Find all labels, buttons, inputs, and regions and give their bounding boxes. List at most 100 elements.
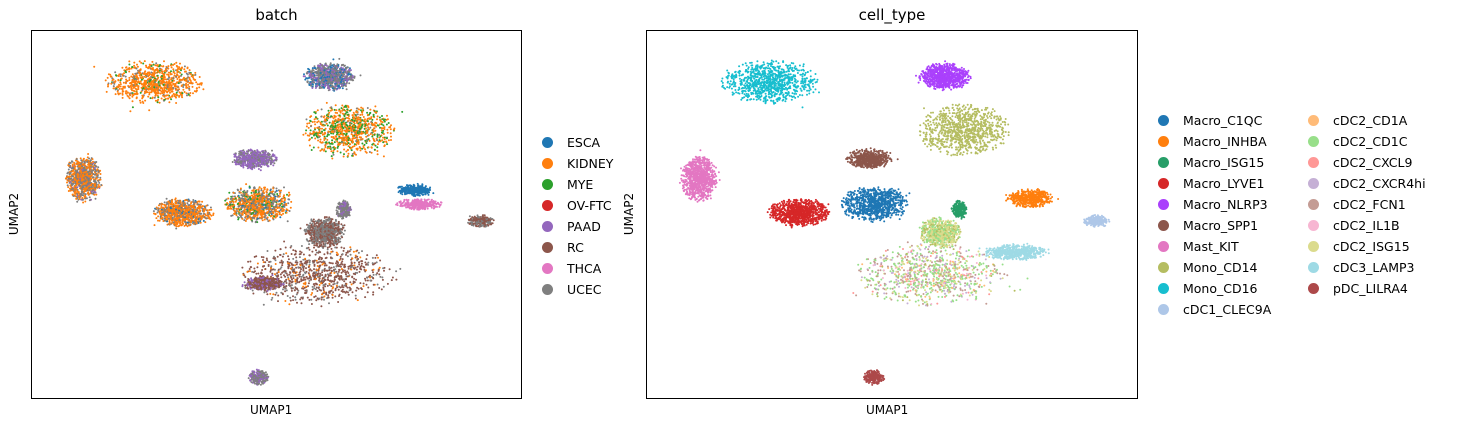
point-MYE [128, 63, 131, 66]
point-KIDNEY [148, 109, 151, 112]
point-PAAD [260, 157, 263, 160]
point-UCEC [188, 199, 191, 202]
point-UCEC [124, 75, 127, 78]
point-KIDNEY [202, 205, 204, 208]
point-KIDNEY [309, 116, 312, 118]
point-KIDNEY [152, 74, 155, 77]
point-MYE [382, 141, 385, 144]
point-PAAD [325, 64, 328, 67]
point-PAAD [330, 79, 333, 82]
point-UCEC [78, 181, 80, 184]
point-KIDNEY [162, 220, 165, 222]
point-KIDNEY [210, 208, 213, 211]
point-KIDNEY [319, 121, 322, 124]
point-KIDNEY [145, 87, 148, 89]
point-KIDNEY [156, 64, 159, 66]
point-PAAD [308, 74, 311, 76]
point-KIDNEY [317, 126, 319, 129]
point-UCEC [97, 166, 100, 169]
point-KIDNEY [89, 167, 92, 170]
point-PAAD [266, 155, 269, 158]
point-KIDNEY [321, 127, 323, 130]
point-PAAD [254, 155, 257, 158]
point-ESCA [160, 208, 163, 211]
point-UCEC [166, 86, 169, 89]
point-MYE [339, 151, 342, 154]
point-KIDNEY [119, 81, 122, 84]
point-UCEC [238, 152, 241, 155]
point-KIDNEY [195, 213, 198, 215]
point-KIDNEY [172, 82, 175, 85]
point-KIDNEY [323, 139, 326, 141]
point-PAAD [249, 164, 252, 167]
point-KIDNEY [171, 90, 174, 93]
point-KIDNEY [153, 90, 155, 93]
point-KIDNEY [153, 78, 156, 81]
point-KIDNEY [189, 208, 192, 211]
point-MYE [151, 76, 154, 79]
point-KIDNEY [345, 150, 348, 153]
point-MYE [326, 133, 329, 136]
point-KIDNEY [154, 94, 157, 97]
point-KIDNEY [343, 138, 346, 141]
point-UCEC [93, 180, 96, 183]
point-KIDNEY [174, 197, 177, 200]
point-MYE [371, 135, 374, 138]
point-KIDNEY [140, 61, 143, 64]
point-UCEC [185, 212, 188, 215]
point-PAAD [345, 79, 348, 82]
point-UCEC [91, 176, 94, 179]
point-KIDNEY [338, 137, 340, 140]
point-KIDNEY [141, 96, 144, 99]
point-PAAD [325, 69, 328, 72]
point-KIDNEY [183, 224, 186, 227]
point-UCEC [337, 72, 340, 75]
point-KIDNEY [110, 82, 113, 85]
point-MYE [142, 62, 145, 65]
point-KIDNEY [148, 63, 151, 66]
point-KIDNEY [324, 146, 327, 149]
point-KIDNEY [341, 112, 344, 115]
point-KIDNEY [182, 88, 185, 91]
point-UCEC [334, 74, 337, 76]
point-KIDNEY [192, 76, 194, 79]
point-KIDNEY [327, 117, 330, 120]
point-KIDNEY [359, 147, 362, 150]
point-MYE [329, 145, 332, 148]
point-UCEC [368, 151, 371, 153]
point-MYE [180, 69, 182, 72]
point-KIDNEY [154, 64, 157, 67]
point-KIDNEY [107, 85, 109, 88]
point-KIDNEY [373, 143, 375, 146]
point-KIDNEY [82, 187, 85, 190]
point-MYE [332, 151, 335, 154]
point-KIDNEY [163, 73, 166, 76]
point-KIDNEY [86, 167, 88, 170]
point-KIDNEY [178, 78, 181, 81]
point-KIDNEY [185, 214, 188, 217]
point-MYE [383, 136, 386, 139]
point-UCEC [158, 89, 161, 92]
point-KIDNEY [97, 184, 100, 186]
point-KIDNEY [158, 219, 161, 222]
point-KIDNEY [387, 139, 390, 142]
point-KIDNEY [152, 80, 155, 83]
point-KIDNEY [359, 117, 362, 120]
point-KIDNEY [342, 134, 344, 136]
point-KIDNEY [352, 135, 354, 138]
point-KIDNEY [85, 187, 88, 190]
point-UCEC [199, 203, 202, 206]
point-KIDNEY [150, 88, 153, 91]
point-UCEC [87, 177, 90, 180]
point-UCEC [251, 166, 254, 169]
point-UCEC [187, 80, 190, 83]
point-KIDNEY [357, 126, 360, 129]
point-UCEC [335, 65, 338, 68]
point-KIDNEY [367, 146, 370, 149]
point-KIDNEY [124, 82, 127, 85]
point-KIDNEY [367, 126, 370, 129]
point-MYE [376, 146, 379, 149]
point-KIDNEY [355, 141, 358, 144]
point-UCEC [340, 141, 343, 144]
point-KIDNEY [173, 63, 176, 65]
